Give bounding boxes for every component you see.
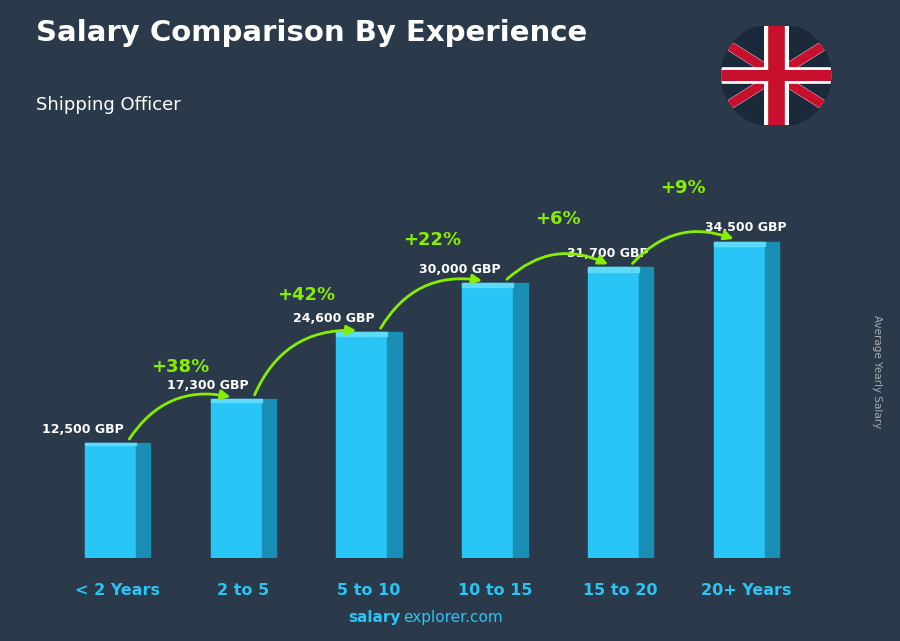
Text: 2 to 5: 2 to 5 [217, 583, 270, 598]
Bar [211, 399, 262, 402]
Text: Salary Comparison By Experience: Salary Comparison By Experience [36, 19, 587, 47]
Text: +9%: +9% [661, 179, 707, 197]
Bar [463, 283, 513, 558]
Bar [387, 333, 401, 558]
Bar [337, 333, 387, 558]
Bar [211, 399, 262, 558]
Bar [463, 283, 513, 287]
Text: +42%: +42% [277, 286, 336, 304]
Text: +22%: +22% [403, 231, 461, 249]
Circle shape [721, 23, 832, 128]
Text: 5 to 10: 5 to 10 [338, 583, 400, 598]
Text: 34,500 GBP: 34,500 GBP [706, 221, 788, 235]
Text: 10 to 15: 10 to 15 [457, 583, 532, 598]
Bar [714, 242, 765, 247]
Bar [639, 267, 653, 558]
Text: +6%: +6% [535, 210, 581, 228]
Text: 17,300 GBP: 17,300 GBP [167, 379, 249, 392]
Bar [262, 399, 276, 558]
Text: 30,000 GBP: 30,000 GBP [418, 263, 500, 276]
Bar [513, 283, 527, 558]
Bar [85, 443, 136, 558]
Bar [337, 333, 387, 336]
Text: Shipping Officer: Shipping Officer [36, 96, 181, 114]
Bar [85, 443, 136, 445]
Text: 24,600 GBP: 24,600 GBP [293, 312, 374, 325]
Text: < 2 Years: < 2 Years [76, 583, 160, 598]
Bar [588, 267, 639, 558]
Bar [765, 242, 779, 558]
Bar [588, 267, 639, 272]
Text: 15 to 20: 15 to 20 [583, 583, 658, 598]
Text: explorer.com: explorer.com [403, 610, 503, 625]
Bar [136, 443, 150, 558]
Text: 12,500 GBP: 12,500 GBP [41, 423, 123, 436]
Text: salary: salary [348, 610, 400, 625]
Bar [714, 242, 765, 558]
Text: Average Yearly Salary: Average Yearly Salary [872, 315, 883, 428]
Text: 20+ Years: 20+ Years [701, 583, 791, 598]
Text: +38%: +38% [151, 358, 210, 376]
Text: 31,700 GBP: 31,700 GBP [567, 247, 649, 260]
